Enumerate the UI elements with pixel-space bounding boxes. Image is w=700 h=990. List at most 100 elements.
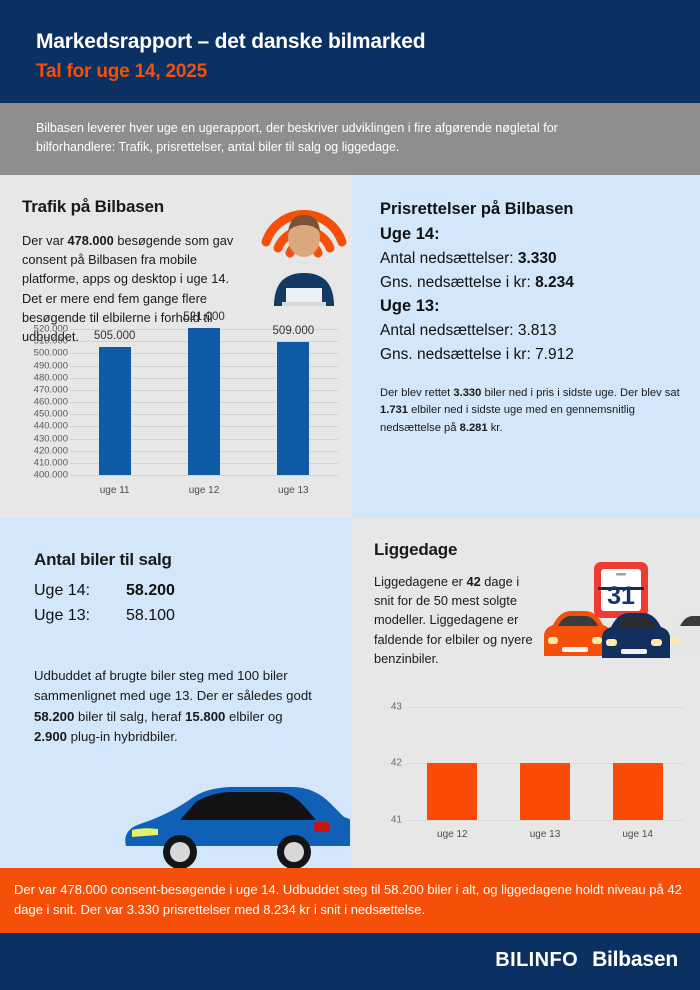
gridline <box>406 706 684 708</box>
bar-value-label: 521.000 <box>183 310 225 323</box>
price-note-c: biler ned i pris i sidste uge. Der blev … <box>481 387 680 399</box>
blue-station-wagon-icon <box>125 787 350 869</box>
y-tick-label: 41 <box>390 814 402 826</box>
days-panel: Liggedage Liggedagene er 42 dage i snit … <box>352 518 700 868</box>
price-week14-count: Antal nedsættelser: 3.330 <box>380 247 690 271</box>
logo-bilbasen: Bilbasen <box>592 948 678 971</box>
stock-text-c: biler til salg, heraf <box>74 708 186 724</box>
stock-rows: Uge 14: 58.200 Uge 13: 58.100 <box>34 578 284 629</box>
y-tick-label: 460.000 <box>33 396 68 408</box>
price-week14-avg-value: 8.234 <box>535 273 574 291</box>
days-bar <box>520 763 570 820</box>
stock-text-d: elbiler og <box>225 708 283 724</box>
price-week14-count-label: Antal nedsættelser: <box>380 250 518 268</box>
price-title: Prisrettelser på Bilbasen <box>380 200 574 218</box>
stock-phev-value: 2.900 <box>34 729 68 745</box>
x-tick-label: uge 13 <box>278 485 309 496</box>
traffic-chart: 520.000 510.000 500.000 490.000 480.000 470.0… <box>18 311 338 503</box>
footer-summary-text: Der var 478.000 consent-besøgende i uge … <box>14 882 682 917</box>
price-week13-count: Antal nedsættelser: 3.813 <box>380 319 690 343</box>
stock-title: Antal biler til salg <box>34 550 172 569</box>
price-note-ev-avg: 8.281 <box>459 421 488 434</box>
page-title: Markedsrapport – det danske bilmarked <box>36 30 426 53</box>
price-week14-count-value: 3.330 <box>517 250 557 268</box>
x-tick-label: uge 12 <box>437 829 468 840</box>
stock-text-a: Udbuddet af brugte biler steg med 100 bi… <box>34 668 312 704</box>
price-note-ev-count: 1.731 <box>380 404 408 417</box>
x-tick-label: uge 13 <box>529 829 561 840</box>
gridline <box>406 820 684 821</box>
price-week13-label: Uge 13: <box>380 297 440 316</box>
days-avg-value: 42 <box>466 574 481 589</box>
price-note: Der blev rettet 3.330 biler ned i pris i… <box>380 385 680 437</box>
traffic-bar <box>98 347 131 475</box>
days-title: Liggedage <box>374 540 458 559</box>
x-tick-label: uge 11 <box>99 485 130 496</box>
stock-row-value: 58.200 <box>126 582 175 599</box>
y-tick-label: 440.000 <box>33 420 68 432</box>
person-wifi-laptop-icon <box>261 209 347 306</box>
intro-band: Bilbasen leverer hver uge en ugerapport,… <box>0 103 700 175</box>
y-tick-label: 500.000 <box>33 347 68 359</box>
bar-value-label: 505.000 <box>93 330 136 343</box>
traffic-bar <box>188 327 220 475</box>
footer-summary-bar: Der var 478.000 consent-besøgende i uge … <box>0 868 700 933</box>
days-text-c: dage i snit for de 50 mest solgte modell… <box>374 574 533 666</box>
price-week13-count-label: Antal nedsættelser: <box>380 322 518 340</box>
y-tick-label: 510.000 <box>33 335 68 347</box>
y-tick-label: 43 <box>390 701 402 713</box>
price-note-e: kr. <box>487 421 503 434</box>
days-paragraph: Liggedagene er 42 dage i snit for de 50 … <box>374 572 542 668</box>
stock-ev-value: 15.800 <box>185 708 226 724</box>
price-panel: Prisrettelser på Bilbasen Uge 14: Antal … <box>352 175 700 518</box>
days-bar <box>612 763 663 820</box>
bar-value-label: 509.000 <box>272 325 315 338</box>
price-week13-count-value: 3.813 <box>517 322 557 340</box>
y-tick-label: 490.000 <box>33 360 68 372</box>
traffic-visitors-value: 478.000 <box>67 233 114 248</box>
page-subtitle: Tal for uge 14, 2025 <box>36 61 207 82</box>
brand-logo: BILINFO Bilbasen <box>495 948 678 972</box>
stock-row-label: Uge 14: <box>34 582 91 599</box>
y-tick-label: 520.000 <box>33 323 68 335</box>
price-note-a: Der blev rettet <box>380 387 454 399</box>
x-tick-label: uge 12 <box>188 485 220 496</box>
y-tick-label: 450.000 <box>33 408 68 420</box>
intro-text: Bilbasen leverer hver uge en ugerapport,… <box>36 121 558 155</box>
traffic-text-a: Der var <box>22 233 68 248</box>
days-text-a: Liggedagene er <box>374 574 467 589</box>
y-tick-label: 470.000 <box>33 384 68 396</box>
days-chart-y-axis: 43 42 41 <box>372 690 402 825</box>
days-bar <box>427 763 478 820</box>
traffic-chart-plot: 505.000 uge 11 521.000 uge 12 509.000 uge 13 <box>70 311 338 496</box>
footer-logo-bar: BILINFO Bilbasen <box>0 933 700 990</box>
stock-text-e: plug-in hybridbiler. <box>67 729 178 745</box>
page-header: Markedsrapport – det danske bilmarked Ta… <box>0 0 700 103</box>
price-note-d: elbiler ned i sidste uge med en gennemsn… <box>380 404 635 434</box>
days-chart-plot: uge 12 uge 13 uge 14 <box>406 690 684 840</box>
stock-paragraph: Udbuddet af brugte biler steg med 100 bi… <box>34 666 314 748</box>
y-tick-label: 42 <box>390 757 402 769</box>
y-tick-label: 420.000 <box>33 445 68 457</box>
days-chart: 43 42 41 uge 12 uge 13 uge 14 <box>372 690 688 850</box>
price-week13-avg-value: 7.912 <box>535 345 574 363</box>
price-week14-avg-label: Gns. nedsættelse i kr: <box>380 273 536 291</box>
price-week13-avg: Gns. nedsættelse i kr: 7.912 <box>380 343 690 367</box>
traffic-bar <box>277 342 310 475</box>
stock-row: Uge 13: 58.100 <box>34 603 284 628</box>
cars-calendar-sign-icon: 31 <box>544 562 700 658</box>
y-tick-label: 410.000 <box>33 457 68 469</box>
stock-total-value: 58.200 <box>34 708 75 724</box>
traffic-title: Trafik på Bilbasen <box>22 197 164 216</box>
price-note-count: 3.330 <box>453 387 482 399</box>
y-tick-label: 400.000 <box>33 469 68 481</box>
stock-row-value: 58.100 <box>126 607 175 625</box>
stock-row-label: Uge 13: <box>34 607 91 625</box>
gridline <box>70 475 338 476</box>
price-week14-label: Uge 14: <box>380 225 440 244</box>
sign-number: 31 <box>607 582 635 610</box>
logo-bilinfo: BILINFO <box>495 949 579 971</box>
y-tick-label: 480.000 <box>33 372 68 384</box>
price-week13-avg-label: Gns. nedsættelse i kr: <box>380 345 536 363</box>
